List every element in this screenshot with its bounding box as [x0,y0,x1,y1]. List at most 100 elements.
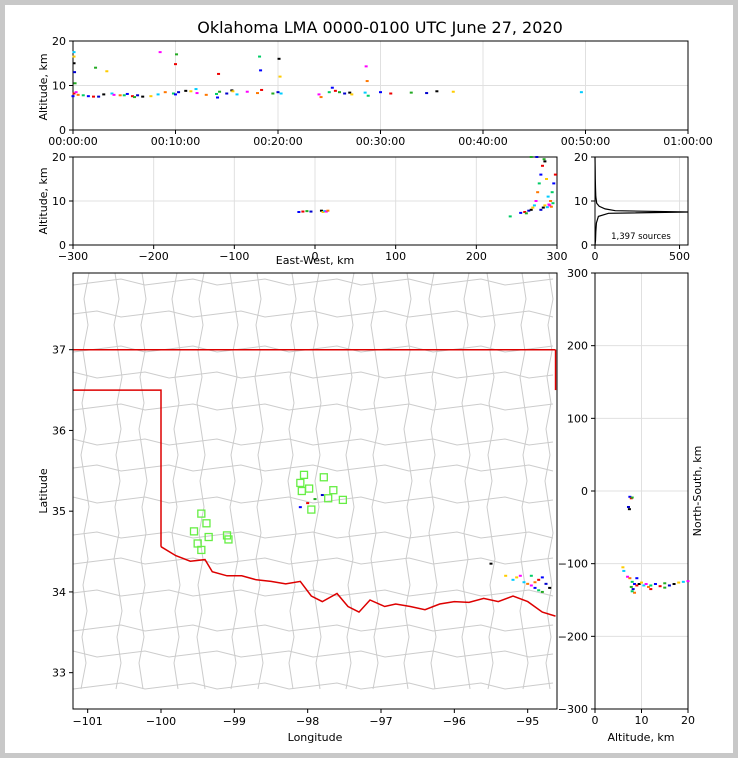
source-point [529,156,533,158]
source-point [628,577,632,580]
source-point [271,92,275,95]
source-point [540,590,544,593]
source-point [524,212,528,215]
source-point [366,94,370,97]
source-point [195,92,199,95]
county-boundaries [72,272,554,690]
y-tick-label: 0 [581,485,588,498]
source-point [194,88,198,91]
source-point [551,202,555,205]
source-point [543,160,547,163]
source-point [522,581,526,584]
source-point [552,182,556,185]
source-point [622,569,626,572]
x-tick-label: 20 [681,714,695,727]
x-tick-label: 300 [547,250,568,263]
source-point [646,585,650,588]
plan-view-panel: −101 −100 −99 −98 −97 −96 −95 33 34 35 36 37 Longitu… [37,272,558,744]
x-tick-label: −200 [139,250,169,263]
x-tick-label: 200 [466,250,487,263]
source-point [177,91,181,94]
y-tick-label: 10 [52,195,66,208]
county-line [461,272,471,690]
source-point [326,209,330,212]
source-point [523,211,527,213]
source-point [389,92,393,95]
source-point [81,94,85,97]
source-point [635,577,639,580]
source-point [541,206,545,209]
source-point [363,91,367,94]
source-point [686,580,690,583]
source-point [630,590,634,593]
source-point [633,583,637,586]
y-tick-label: 0 [59,124,66,137]
x-tick-label: −99 [223,715,246,728]
x-axis-label: East-West, km [276,254,354,267]
source-point [245,90,249,93]
source-point [365,80,369,83]
source-point [637,583,641,586]
source-point [550,191,554,194]
source-point [149,95,153,98]
lma-station-marker [299,470,309,480]
source-point [626,575,630,578]
source-point [533,581,537,584]
y-tick-label: 20 [52,35,66,48]
x-tick-label: 00:30:00 [356,135,405,148]
source-point [539,208,543,211]
source-point [539,173,543,176]
source-count-annotation: 1,397 sources [611,232,671,242]
x-tick-label: 01:00:00 [663,135,712,148]
y-tick-label: 34 [52,586,66,599]
source-point [163,91,167,94]
source-point [548,204,552,207]
y-tick-label: 100 [567,412,588,425]
source-point [218,90,222,93]
source-point [297,211,301,213]
source-point [136,94,140,97]
source-point [364,65,368,68]
source-point [125,92,129,95]
source-point [549,205,553,208]
figure-title: Oklahoma LMA 0000-0100 UTC June 27, 2020 [197,18,563,37]
source-point [409,91,413,94]
source-point [189,90,193,93]
source-point [545,178,549,180]
lma-station-marker [197,545,206,555]
source-point [435,90,439,93]
source-point [537,589,541,592]
source-point [627,508,631,511]
county-line [312,272,322,690]
source-point [141,95,145,98]
source-point [158,51,162,54]
source-point [663,582,667,585]
source-point [546,195,550,198]
source-histogram-panel: 0 500 0 10 20 1,397 sources [574,151,690,263]
source-point [489,562,493,565]
x-tick-label: 10 [635,714,649,727]
source-point [327,91,331,94]
x-tick-label: −98 [296,715,319,728]
county-line [229,272,239,690]
county-line [72,531,554,539]
source-point [545,206,549,209]
x-tick-label: 00:00:00 [48,135,97,148]
source-point [333,89,337,92]
county-line [72,589,554,597]
source-point [548,586,552,589]
source-point [677,581,681,584]
lma-station-marker [202,519,211,528]
county-line [72,310,554,318]
source-point [379,91,382,94]
y-tick-label: 300 [567,267,588,280]
source-point [338,91,341,94]
map-background [73,273,557,709]
source-point [260,88,264,91]
source-point [225,92,229,95]
source-point [529,208,533,211]
lma-station-marker [338,495,348,505]
north-south-panel: 0 10 20 −300 −200 −100 0 100 200 300 Altitude, km N… [558,267,704,744]
source-point [330,86,334,89]
source-point [667,584,671,587]
